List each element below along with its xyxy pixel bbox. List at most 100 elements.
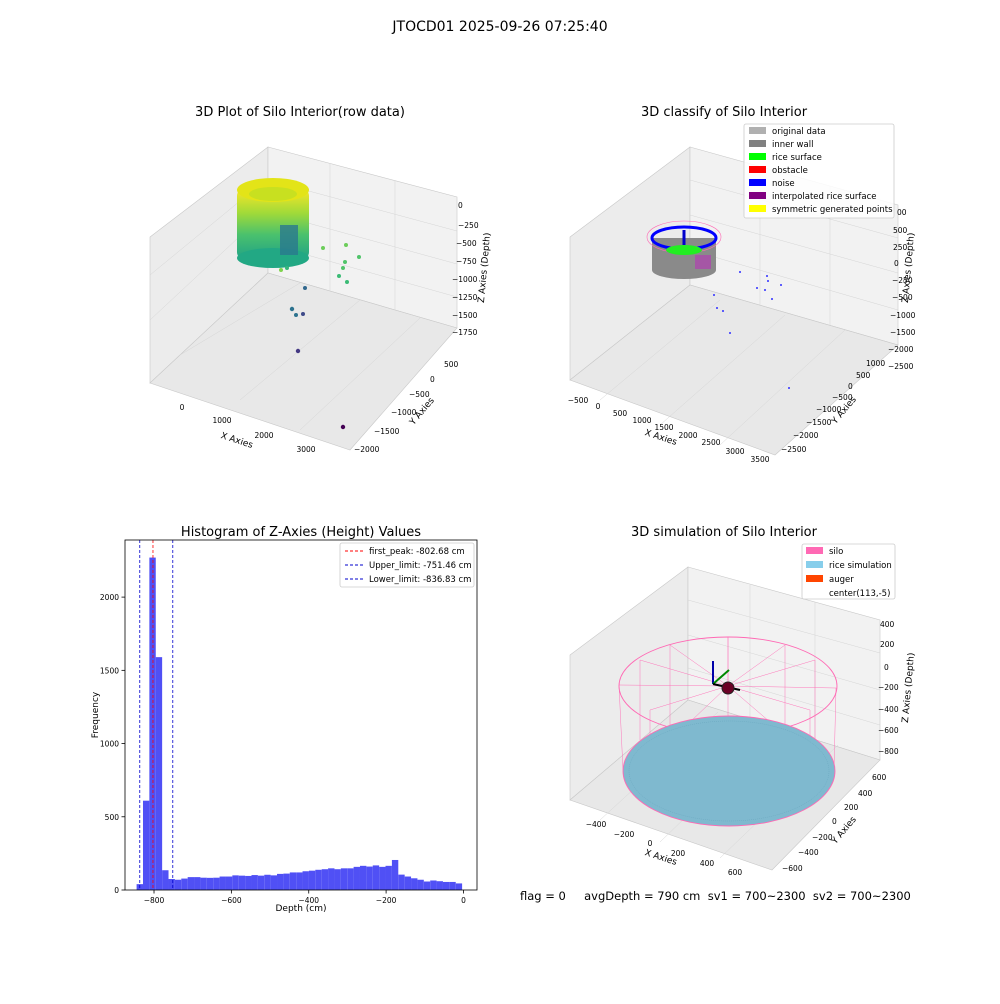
classify-y-tick: 1000 [866, 359, 885, 368]
classify-z-tick: −500 [892, 293, 913, 302]
histogram-bar [430, 880, 437, 890]
histogram-y-label: Frequency [91, 691, 101, 738]
legend-entry-rice-surface: rice surface [749, 153, 822, 163]
raw-z-tick: −750 [456, 257, 477, 266]
raw-z-ticks: 0 −250 −500 −750 −1000 −1250 −1500 −1750 [452, 201, 479, 337]
auger-point [721, 681, 735, 695]
legend-swatch-original-data [749, 127, 766, 134]
simulation-y-tick: −400 [798, 848, 819, 857]
classify-y-tick: −1500 [806, 418, 832, 427]
silo-inner-points [280, 225, 298, 255]
simulation-y-tick: 0 [832, 817, 837, 826]
simulation-x-ticks: −400 −200 0 200 400 600 [586, 820, 743, 877]
histogram-bar [347, 868, 354, 890]
histogram-bar [213, 877, 220, 890]
simulation-z-tick: 400 [880, 620, 895, 629]
histogram-bar [142, 800, 150, 890]
classify-y-tick: −500 [832, 393, 853, 402]
classify-z-tick: 500 [893, 226, 908, 235]
histogram-bar [194, 877, 201, 890]
legend-swatch-symmetric-generated-points [749, 205, 766, 212]
legend-label-upper-limit: Upper_limit: -751.46 cm [369, 561, 472, 571]
classify-z-tick: 0 [894, 259, 899, 268]
legend-swatch-rice-simulation [806, 561, 823, 568]
simulation-z-tick: −200 [878, 683, 899, 692]
raw-x-tick: 2000 [254, 431, 273, 440]
simulation-x-tick: 400 [700, 859, 715, 868]
classify-x-ticks: −500 0 500 1000 1500 2000 2500 3000 3500 [568, 396, 770, 464]
histogram-bar [225, 876, 233, 890]
classify-z-tick: −2500 [888, 362, 914, 371]
legend-label-center: center(113,-5) [829, 589, 890, 599]
histogram-title: Histogram of Z-Axies (Height) Values [181, 525, 421, 540]
raw-plot-title: 3D Plot of Silo Interior(row data) [195, 105, 405, 120]
histogram-bar [411, 878, 418, 890]
simulation-y-ticks: 600 400 200 0 −200 −400 −600 [782, 773, 887, 873]
classify-z-tick: −1500 [890, 328, 916, 337]
simulation-x-tick: −200 [614, 830, 635, 839]
histogram-bar [155, 657, 163, 890]
classify-y-tick: −2500 [781, 445, 807, 454]
histogram-x-tick-label: −800 [144, 896, 165, 905]
classify-y-tick: −2000 [793, 431, 819, 440]
histogram-bar [251, 875, 258, 890]
classify-plot-title: 3D classify of Silo Interior [641, 105, 808, 120]
raw-z-tick: −1500 [452, 311, 478, 320]
histogram-x-ticks: −800 −600 −400 −200 0 [144, 890, 466, 905]
simulation-plot-title: 3D simulation of Silo Interior [631, 525, 818, 540]
legend-label-interpolated-rice-surface: interpolated rice surface [772, 192, 877, 202]
classify-x-tick: 3000 [725, 447, 744, 456]
rice-simulation-mesh [628, 720, 830, 822]
legend-swatch-auger [806, 575, 823, 582]
rice-simulation-surface [622, 715, 836, 827]
histogram-y-tick-label: 1500 [100, 666, 119, 675]
histogram-bar [296, 872, 303, 890]
simulation-y-tick: −600 [782, 864, 803, 873]
raw-y-tick: −1000 [391, 408, 417, 417]
classify-noise-points [713, 271, 790, 389]
histogram-bar [257, 875, 265, 890]
raw-y-tick: −2000 [354, 445, 380, 454]
histogram-y-tick-label: 1000 [100, 740, 119, 749]
legend-entry-silo: silo [806, 547, 843, 557]
legend-entry-upper-limit: Upper_limit: -751.46 cm [345, 561, 472, 571]
histogram-bar [308, 870, 316, 890]
classify-x-tick: 1000 [632, 416, 651, 425]
histogram-y-ticks: 0 500 1000 1500 2000 [100, 593, 125, 895]
classify-z-tick: −1000 [890, 311, 916, 320]
raw-z-tick: −1750 [452, 328, 478, 337]
classify-z-tick: −250 [892, 276, 913, 285]
classify-x-tick: 2000 [678, 431, 697, 440]
raw-z-label: Z Axies (Depth) [477, 232, 493, 303]
legend-label-rice-surface: rice surface [772, 153, 822, 163]
classify-x-tick: 500 [613, 409, 628, 418]
silo-top-ring-inner [249, 187, 297, 201]
raw-y-tick: 0 [430, 375, 435, 384]
legend-swatch-inner-wall [749, 140, 766, 147]
simulation-x-tick: 200 [671, 849, 686, 858]
histogram-bar [379, 866, 386, 890]
histogram-reference-lines [139, 540, 174, 890]
legend-entry-lower-limit: Lower_limit: -836.83 cm [345, 575, 471, 585]
histogram-bar [449, 881, 456, 890]
simulation-y-tick: −200 [812, 833, 833, 842]
histogram-bar [219, 876, 226, 890]
classify-z-tick: 250 [893, 243, 908, 252]
histogram-bar [315, 869, 322, 890]
simulation-3d-panel: 3D simulation of Silo Interior [569, 525, 917, 877]
histogram-bar [372, 865, 380, 890]
silo-bottom-ring [237, 248, 309, 268]
histogram-bar [436, 881, 443, 890]
histogram-bar [385, 865, 392, 890]
raw-y-tick: −500 [409, 390, 430, 399]
histogram-x-tick-label: 0 [461, 896, 466, 905]
raw-x-tick: 0 [180, 403, 185, 412]
histogram-legend: first_peak: -802.68 cm Upper_limit: -751… [339, 542, 475, 588]
histogram-bar [206, 877, 214, 890]
interpolated-surface-points [695, 255, 711, 269]
histogram-bar [455, 883, 463, 890]
simulation-z-tick: 0 [884, 663, 889, 672]
classify-z-tick: −2000 [888, 345, 914, 354]
simulation-x-tick: 0 [648, 839, 653, 848]
